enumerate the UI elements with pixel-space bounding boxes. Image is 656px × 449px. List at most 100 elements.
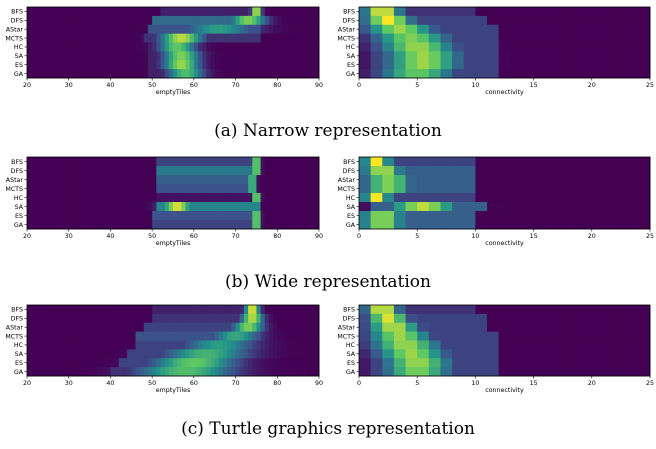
heatmap-cell <box>218 33 224 43</box>
heatmap-cell <box>533 69 546 79</box>
heatmap-cell <box>277 184 282 194</box>
heatmap-cell <box>152 166 157 176</box>
heatmap-cell <box>428 322 441 333</box>
heatmap-cell <box>122 15 128 26</box>
heatmap-cell <box>638 367 651 377</box>
heatmap-cell <box>198 305 203 315</box>
heatmap-cell <box>510 7 523 17</box>
heatmap-cell <box>314 166 320 176</box>
heatmap-cell <box>591 60 604 70</box>
heatmap-cell <box>510 322 523 333</box>
heatmap-cell <box>239 331 245 341</box>
heatmap-cell <box>47 322 53 333</box>
heatmap-cell <box>264 220 270 230</box>
heatmap-cell <box>302 211 307 221</box>
heatmap-cell <box>198 42 203 52</box>
heatmap-cell <box>198 166 203 176</box>
heatmap-cell <box>463 220 476 230</box>
heatmap-cell <box>223 193 228 203</box>
heatmap-cell <box>156 69 161 79</box>
heatmap-cell <box>568 33 581 43</box>
heatmap-cell <box>239 220 245 230</box>
heatmap-cell <box>475 331 488 341</box>
heatmap-cell <box>135 33 141 43</box>
heatmap-cell <box>277 175 282 185</box>
heatmap-cell <box>417 69 430 79</box>
heatmap-cell <box>417 340 430 350</box>
heatmap-cell <box>556 349 569 359</box>
heatmap-cell <box>106 51 111 61</box>
heatmap-cell <box>135 42 141 52</box>
heatmap-cell <box>85 322 90 333</box>
heatmap-cell <box>231 7 236 17</box>
heatmap-cell <box>568 175 581 185</box>
heatmap-cell <box>302 42 307 52</box>
heatmap-cell <box>122 7 128 17</box>
heatmap-cell <box>285 358 291 368</box>
heatmap-cell <box>510 184 523 194</box>
heatmap-cell <box>206 7 211 17</box>
heatmap-cell <box>160 69 166 79</box>
heatmap-cell <box>189 166 195 176</box>
heatmap-cell <box>35 42 40 52</box>
heatmap-cell <box>93 33 99 43</box>
heatmap-cell <box>68 175 74 185</box>
heatmap-cell <box>52 220 57 230</box>
heatmap-cell <box>168 211 174 221</box>
heatmap-cell <box>156 60 161 70</box>
heatmap-cell <box>185 42 191 52</box>
heatmap-cell <box>27 220 32 230</box>
heatmap-cell <box>118 367 124 377</box>
heatmap-cell <box>370 193 383 203</box>
heatmap-cell <box>210 184 216 194</box>
heatmap-cell <box>193 166 199 176</box>
heatmap-cell <box>77 7 82 17</box>
heatmap-cell <box>118 305 124 315</box>
heatmap-cell <box>218 7 224 17</box>
heatmap-cell <box>56 33 61 43</box>
heatmap-cell <box>160 15 166 26</box>
heatmap-cell <box>106 184 111 194</box>
heatmap-cell <box>102 331 107 341</box>
heatmap-cell <box>302 367 307 377</box>
heatmap-cell <box>35 157 40 167</box>
x-tick-label: 20 <box>23 233 31 240</box>
y-tick-label: MCTS <box>5 333 23 340</box>
heatmap-cell <box>370 60 383 70</box>
heatmap-cell <box>173 331 178 341</box>
heatmap-cell <box>273 166 278 176</box>
heatmap-cell <box>314 175 320 185</box>
heatmap-cell <box>545 184 558 194</box>
heatmap-cell <box>277 51 282 61</box>
heatmap-cell <box>68 331 74 341</box>
heatmap-cell <box>160 24 166 35</box>
heatmap-cell <box>64 24 70 35</box>
heatmap-cell <box>626 349 639 359</box>
y-tick-label: BFS <box>11 159 23 166</box>
heatmap-cell <box>56 175 61 185</box>
heatmap-cell <box>293 33 299 43</box>
heatmap-cell <box>533 313 546 324</box>
heatmap-cell <box>580 322 593 333</box>
heatmap-cell <box>615 340 628 350</box>
heatmap-cell <box>223 322 228 333</box>
heatmap-cell <box>306 60 312 70</box>
heatmap-cell <box>189 305 195 315</box>
heatmap-cell <box>173 166 178 176</box>
heatmap-cell <box>156 220 161 230</box>
heatmap-cell <box>289 51 295 61</box>
heatmap-cell <box>533 184 546 194</box>
heatmap-cell <box>181 33 186 43</box>
heatmap-cell <box>440 358 453 368</box>
heatmap-cell <box>77 340 82 350</box>
x-tick-label: 20 <box>588 233 596 240</box>
heatmap-cell <box>252 340 257 350</box>
heatmap-cell <box>64 367 70 377</box>
heatmap-cell <box>143 51 149 61</box>
heatmap-cell <box>314 193 320 203</box>
heatmap-cell <box>268 220 274 230</box>
heatmap-cell <box>417 349 430 359</box>
y-tick-label: BFS <box>343 9 355 16</box>
heatmap-cell <box>218 24 224 35</box>
heatmap-cell <box>110 202 115 212</box>
